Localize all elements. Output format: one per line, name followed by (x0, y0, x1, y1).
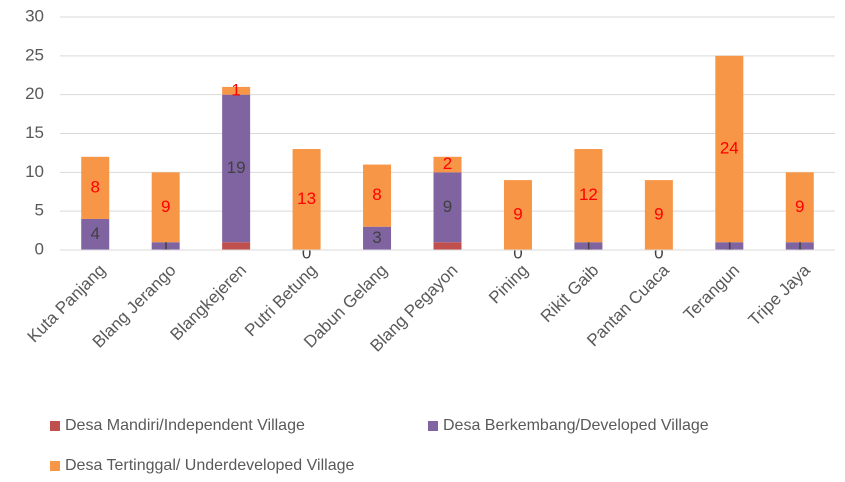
data-label: 0 (654, 243, 663, 262)
legend-swatch (428, 421, 438, 431)
bar-segment (785, 242, 814, 250)
bar-segment (151, 172, 180, 243)
bar-segment (715, 55, 744, 243)
bar-segment (433, 172, 462, 243)
data-label: 4 (90, 224, 99, 243)
bar-segment (222, 242, 251, 250)
data-label: 9 (654, 205, 663, 224)
x-tick-label: Rikit Gaib (537, 261, 603, 327)
bar-segment (715, 242, 744, 250)
legend-swatch (50, 461, 60, 471)
y-tick-label: 5 (35, 201, 44, 220)
bar-segment (433, 156, 462, 173)
bar-segment (151, 242, 180, 250)
y-tick-label: 15 (25, 123, 44, 142)
bar-segment (644, 180, 673, 250)
data-label: 8 (372, 185, 381, 204)
y-tick-label: 25 (25, 45, 44, 64)
data-label: 9 (795, 197, 804, 216)
legend-swatch (50, 421, 60, 431)
bar-segment (81, 156, 110, 219)
y-tick-label: 10 (25, 162, 44, 181)
y-tick-label: 20 (25, 84, 44, 103)
x-tick-label: Pining (485, 261, 532, 308)
legend-label: Desa Tertinggal/ Underdeveloped Village (65, 457, 354, 474)
bar-segment (574, 242, 603, 250)
legend-label: Desa Mandiri/Independent Village (65, 417, 305, 434)
data-label: 8 (90, 177, 99, 196)
bar-segment (81, 218, 110, 250)
bar-segment (292, 149, 321, 250)
legend-label: Desa Berkembang/Developed Village (443, 417, 709, 434)
data-label: 9 (161, 197, 170, 216)
x-tick-label: Blangkejeren (167, 261, 251, 345)
bar-segment (785, 172, 814, 243)
data-label: 3 (372, 228, 381, 247)
data-label: 1 (231, 80, 240, 99)
bar-segment (433, 242, 462, 250)
data-label: 19 (227, 158, 246, 177)
data-label: 1 (161, 236, 170, 255)
data-label: 9 (513, 205, 522, 224)
data-label: 2 (443, 154, 452, 173)
y-tick-label: 0 (35, 239, 44, 258)
x-tick-label: Tripe Jaya (745, 260, 814, 329)
bar-segment (574, 149, 603, 243)
bar-segment (363, 226, 392, 250)
bar-segment (222, 94, 251, 243)
data-label: 0 (302, 243, 311, 262)
data-label: 1 (725, 236, 734, 255)
data-label: 1 (584, 236, 593, 255)
bar-segment (363, 164, 392, 227)
bar-segment (222, 86, 251, 95)
data-label: 13 (297, 189, 316, 208)
data-label: 1 (795, 236, 804, 255)
bar-segment (503, 180, 532, 250)
x-tick-label: Terangun (680, 261, 744, 325)
y-tick-label: 30 (25, 6, 44, 25)
data-label: 24 (720, 139, 739, 158)
data-label: 12 (579, 185, 598, 204)
data-label: 0 (513, 243, 522, 262)
data-label: 9 (443, 197, 452, 216)
